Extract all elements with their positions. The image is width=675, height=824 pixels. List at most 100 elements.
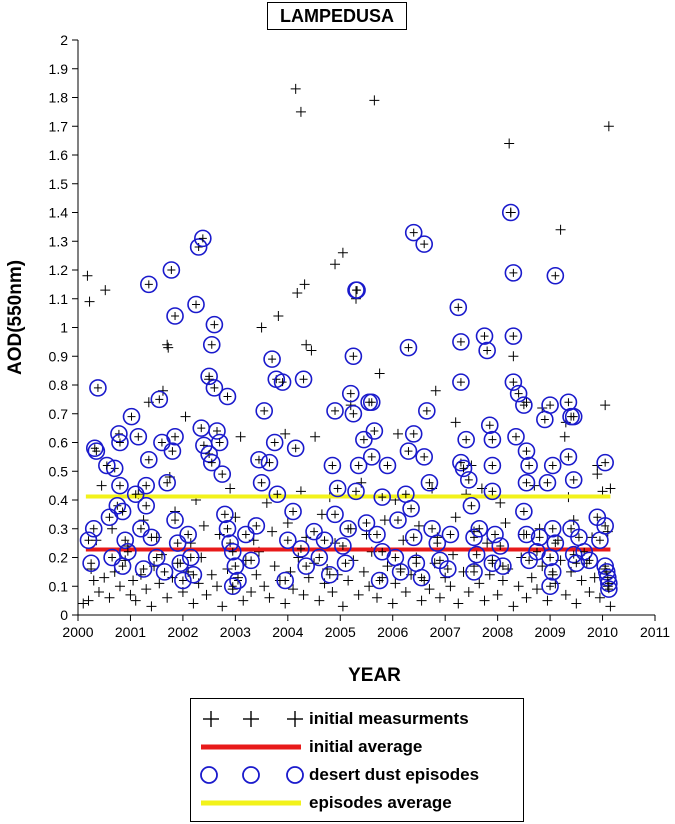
data-point-circle xyxy=(439,560,457,578)
x-tick-label: 2009 xyxy=(535,624,566,640)
data-point-circle xyxy=(113,557,132,575)
data-point-circle-plus xyxy=(171,312,180,320)
data-point-circle-plus xyxy=(396,567,405,576)
data-point-plus xyxy=(479,595,490,606)
data-point-circle xyxy=(362,393,381,412)
data-point-circle xyxy=(286,439,305,458)
data-point-plus xyxy=(482,538,493,549)
data-point-plus xyxy=(201,589,212,600)
data-point-circle-plus xyxy=(370,427,379,435)
data-point-plus xyxy=(84,296,95,307)
data-point-plus xyxy=(504,138,515,149)
data-point-circle xyxy=(221,534,239,552)
y-tick-label: 0.1 xyxy=(49,578,69,594)
data-point-plus xyxy=(390,578,401,589)
data-point-circle xyxy=(420,473,439,492)
data-point-circle-plus xyxy=(378,547,387,556)
data-point-circle-plus xyxy=(210,320,219,329)
data-point-circle-plus xyxy=(522,478,531,487)
data-point-plus xyxy=(162,339,173,350)
data-point-circle-plus xyxy=(139,565,148,573)
data-point-circle-plus xyxy=(173,539,182,548)
data-point-plus xyxy=(450,512,461,523)
data-point-circle-plus xyxy=(123,547,132,556)
data-point-plus xyxy=(280,598,291,609)
data-point-plus xyxy=(537,561,548,572)
x-tick-label: 2002 xyxy=(167,624,198,640)
y-tick-label: 0.7 xyxy=(49,406,69,422)
data-point-circle xyxy=(596,453,614,472)
data-point-circle xyxy=(218,519,237,538)
data-point-circle-plus xyxy=(551,271,560,280)
data-point-circle xyxy=(166,511,184,529)
data-point-circle-plus xyxy=(228,547,237,556)
data-point-circle xyxy=(478,341,496,360)
data-point-plus xyxy=(474,578,485,589)
data-point-plus xyxy=(495,497,506,508)
data-point-circle-plus xyxy=(420,240,429,249)
plus-marker-icon xyxy=(203,711,303,727)
data-point-circle xyxy=(457,430,475,449)
data-point-plus xyxy=(288,584,299,595)
data-point-circle xyxy=(467,545,486,564)
data-point-plus xyxy=(217,601,228,612)
data-point-plus xyxy=(141,584,152,595)
data-point-circle-plus xyxy=(320,536,329,545)
data-point-plus xyxy=(235,431,246,442)
data-point-circle xyxy=(465,563,483,581)
data-point-circle-plus xyxy=(464,475,473,484)
data-point-circle-plus xyxy=(325,570,334,579)
data-point-circle xyxy=(530,528,549,547)
data-point-plus xyxy=(387,598,398,609)
data-point-circle xyxy=(483,430,502,449)
data-point-circle xyxy=(368,525,386,544)
data-point-circle-plus xyxy=(155,395,164,404)
data-point-circle xyxy=(202,335,221,354)
x-tick-label: 2008 xyxy=(482,624,513,640)
data-point-circle-plus xyxy=(349,352,358,361)
data-point-circle xyxy=(402,499,420,518)
data-point-circle-plus xyxy=(228,582,237,591)
data-point-circle xyxy=(328,479,347,498)
data-point-circle xyxy=(132,519,150,538)
data-point-circle xyxy=(344,347,363,366)
data-point-circle-plus xyxy=(409,228,418,237)
y-tick-label: 0.9 xyxy=(49,348,69,364)
data-point-circle-plus xyxy=(344,524,353,533)
data-point-circle-plus xyxy=(108,553,117,562)
data-point-plus xyxy=(600,400,611,411)
data-point-circle xyxy=(284,502,302,521)
data-point-circle-plus xyxy=(223,392,232,401)
data-point-circle-plus xyxy=(299,375,308,384)
data-point-circle xyxy=(205,315,224,334)
data-point-circle xyxy=(200,367,218,386)
data-point-plus xyxy=(594,592,605,603)
data-point-circle xyxy=(187,295,205,314)
data-point-circle xyxy=(528,542,546,561)
data-point-circle-plus xyxy=(480,332,489,341)
data-point-circle xyxy=(404,223,423,242)
data-point-plus xyxy=(369,95,380,106)
data-point-circle xyxy=(517,525,536,544)
data-point-circle xyxy=(538,473,557,492)
data-point-circle-plus xyxy=(359,435,368,444)
data-point-circle xyxy=(459,471,478,489)
data-point-circle-plus xyxy=(532,547,541,556)
legend-entry-episodes-average: episodes average xyxy=(191,789,523,817)
data-point-circle xyxy=(226,557,245,575)
data-point-circle xyxy=(494,557,512,575)
data-point-circle xyxy=(365,422,384,440)
data-point-circle-plus xyxy=(551,539,560,548)
data-point-circle-plus xyxy=(260,406,269,415)
data-point-plus xyxy=(306,345,317,356)
data-point-circle xyxy=(310,548,329,567)
data-point-circle xyxy=(515,396,533,414)
data-point-circle xyxy=(504,264,523,282)
data-point-circle xyxy=(162,261,181,279)
data-point-circle-plus xyxy=(511,432,520,441)
data-point-circle-plus xyxy=(435,556,444,565)
data-point-plus xyxy=(251,569,262,580)
legend-entry-initial-average: initial average xyxy=(191,733,523,761)
data-point-plus xyxy=(353,589,364,600)
data-point-circle-plus xyxy=(105,513,114,522)
